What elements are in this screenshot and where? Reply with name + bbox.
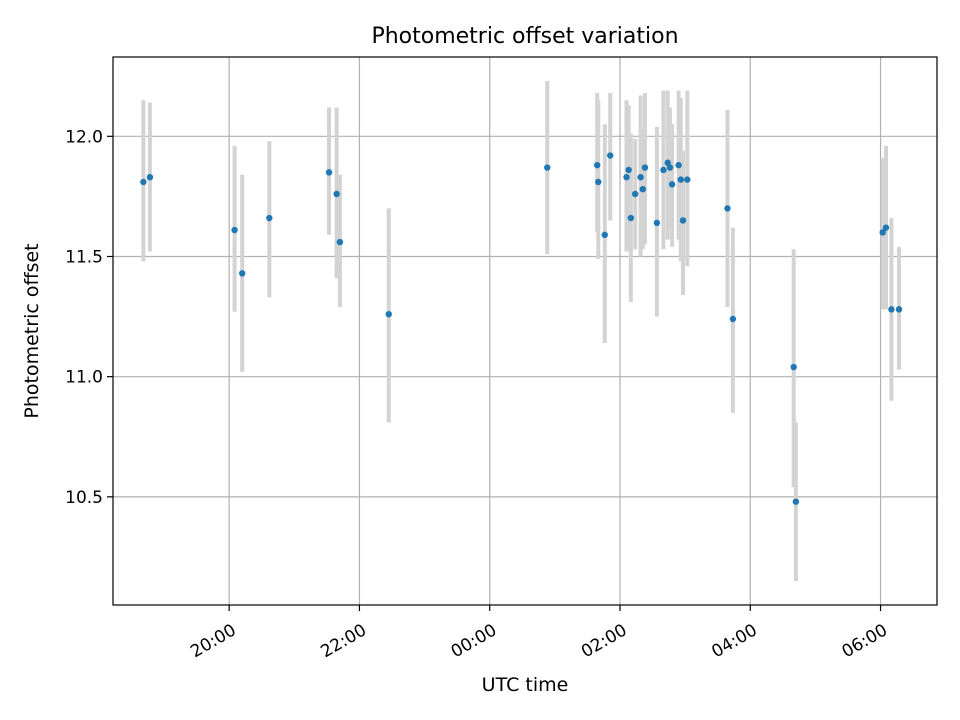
y-tick-label: 11.5 [65, 247, 103, 267]
data-point [625, 166, 632, 174]
data-point [231, 226, 238, 234]
plot-area [113, 57, 937, 605]
data-point [729, 315, 737, 323]
data-point [601, 231, 608, 239]
axes-frame [112, 56, 938, 606]
data-point [724, 205, 731, 212]
data-point [888, 306, 895, 313]
data-point [684, 176, 691, 183]
data-point [664, 159, 671, 166]
data-point [879, 229, 886, 236]
data-point [792, 498, 800, 505]
data-point [266, 214, 273, 222]
data-point [607, 152, 614, 159]
data-point [660, 166, 667, 174]
y-tick-label: 11.0 [65, 368, 103, 388]
data-point [385, 310, 392, 318]
data-point [895, 306, 903, 313]
data-point [653, 219, 661, 227]
data-point [637, 173, 644, 181]
data-point [631, 190, 639, 198]
data-point [675, 161, 682, 169]
data-point [790, 363, 797, 371]
data-point [146, 173, 154, 181]
y-axis-ticks: 10.5 11.0 11.5 12.0 [65, 127, 113, 508]
data-point [623, 173, 630, 181]
chart-title: Photometric offset variation [371, 24, 678, 49]
data-points [140, 152, 903, 505]
data-point [238, 270, 246, 277]
data-point [679, 217, 687, 224]
data-point [668, 181, 676, 188]
data-point [677, 176, 684, 183]
data-point [882, 224, 890, 231]
x-axis-label: UTC time [482, 674, 569, 696]
data-point [333, 190, 340, 198]
data-point [544, 164, 551, 171]
y-axis-label: Photometric offset [21, 243, 43, 418]
data-point [140, 178, 147, 186]
data-point [336, 238, 344, 246]
data-point [639, 185, 646, 193]
data-point [641, 164, 649, 171]
data-point [593, 161, 601, 169]
y-tick-label: 10.5 [65, 488, 103, 508]
data-point [325, 169, 333, 176]
data-point [595, 178, 602, 186]
data-point [666, 164, 674, 171]
y-tick-label: 12.0 [65, 127, 103, 147]
grid-lines [113, 57, 937, 605]
data-point [627, 214, 635, 222]
